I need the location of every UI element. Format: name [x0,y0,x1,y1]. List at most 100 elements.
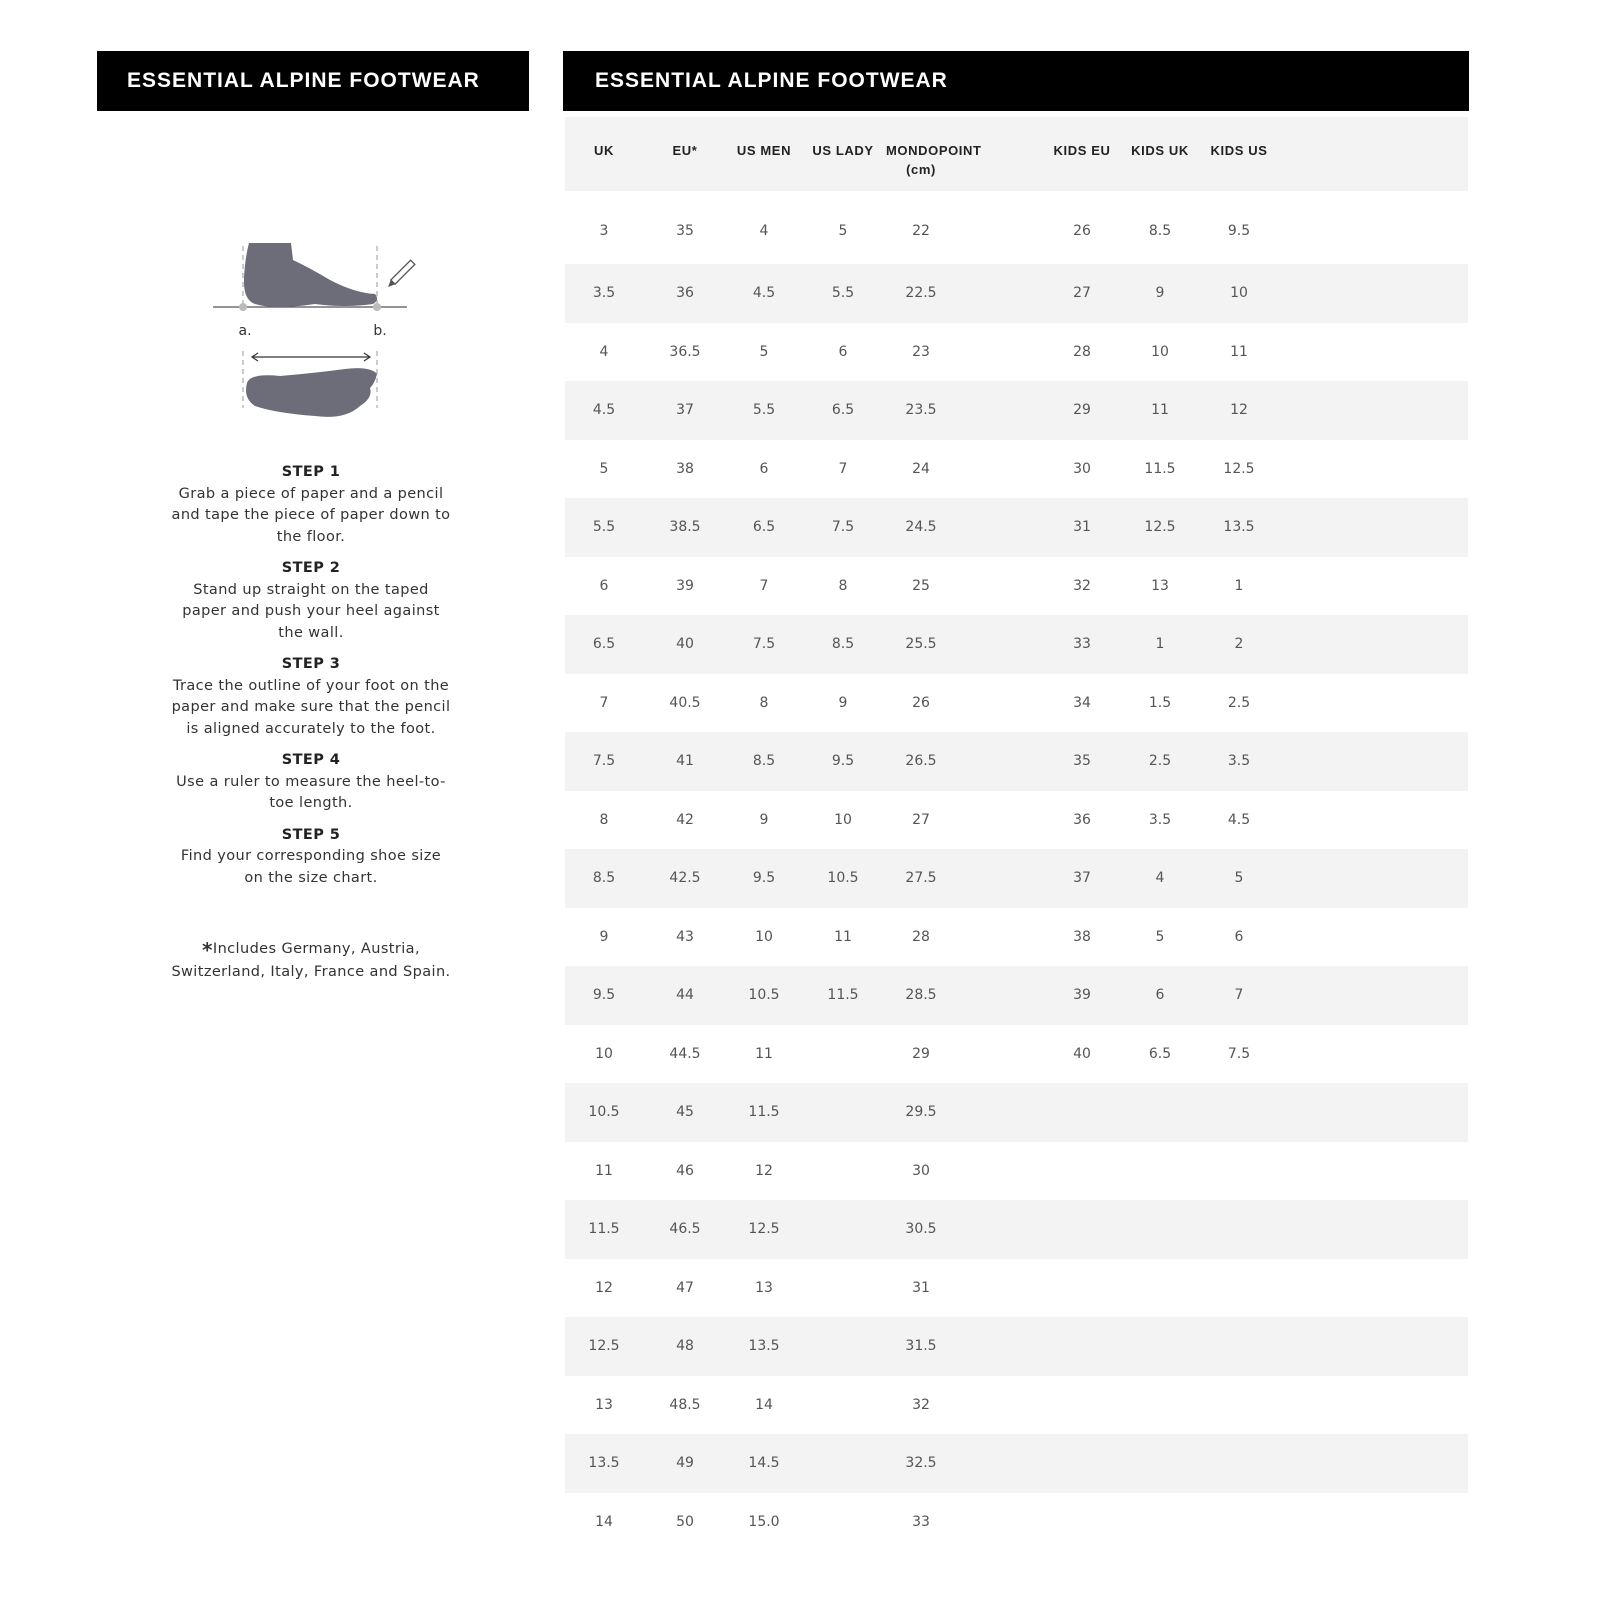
table-cell: 3.5 [1199,732,1279,791]
table-cell: 11 [755,1045,773,1062]
table-cell: 7.5 [1227,1045,1251,1062]
table-cell: 6 [1234,928,1244,945]
table-cell: 1.5 [1148,694,1172,711]
table-cell: 42 [676,811,694,828]
table-cell [1199,1083,1279,1142]
table-cell [957,1259,1043,1318]
table-cell: 25 [912,577,930,594]
table-cell: 5 [1199,849,1279,908]
table-cell: 47 [676,1279,694,1296]
table-cell: 4.5 [727,264,801,323]
table-cell: 2.5 [1227,694,1251,711]
table-row: 4 36.5 5 6 23 28 10 11 [565,323,1468,382]
column-header: KIDS UK [1121,117,1199,191]
table-cell: 26.5 [885,732,957,791]
step-text: Trace the outline of your foot on the pa… [171,677,451,737]
table-row: 10.5 45 11.5 29.5 [565,1083,1468,1142]
table-cell: 14.5 [727,1434,801,1493]
table-row: 12 47 13 31 [565,1259,1468,1318]
column-header: UK [565,117,643,191]
table-cell [957,615,1043,674]
table-row: 7.5 41 8.5 9.5 26.5 35 2.5 3.5 [565,732,1468,791]
table-cell [1279,264,1468,323]
table-cell: 9 [759,811,769,828]
table-cell [1279,966,1468,1025]
table-cell: 10 [755,928,773,945]
table-row: 5.5 38.5 6.5 7.5 24.5 31 12.5 13.5 [565,498,1468,557]
table-cell: 5 [599,460,609,477]
table-cell: 12.5 [727,1200,801,1259]
table-cell: 11 [595,1162,613,1179]
table-cell: 36 [643,264,727,323]
table-cell [957,381,1043,440]
step-text: Find your corresponding shoe size on the… [180,848,442,886]
table-cell: 11 [834,928,852,945]
table-cell: 1 [1234,577,1244,594]
table-cell: 7.5 [801,498,885,557]
step-text: Stand up straight on the taped paper and… [182,581,440,641]
step-title: STEP 5 [281,826,341,843]
table-cell: 13 [595,1396,613,1413]
table-cell: 7.5 [565,732,643,791]
table-cell: 22.5 [885,264,957,323]
label-a: a. [238,323,251,339]
table-cell: 24.5 [885,498,957,557]
table-cell: 4 [759,222,769,239]
table-cell: 11 [1121,381,1199,440]
table-cell: 9.5 [565,966,643,1025]
table-cell [1121,1142,1199,1201]
table-row: 6.5 40 7.5 8.5 25.5 33 1 2 [565,615,1468,674]
table-cell: 8 [838,577,848,594]
table-cell: 13 [1151,577,1169,594]
table-cell: 11.5 [727,1083,801,1142]
table-cell: 28 [1073,343,1091,360]
table-cell: 6 [1121,966,1199,1025]
table-row: 4.5 37 5.5 6.5 23.5 29 11 12 [565,381,1468,440]
table-cell [1199,1259,1279,1318]
column-header: EU* [643,117,727,191]
table-cell [1279,323,1468,382]
column-header: US LADY [801,117,885,191]
step-title: STEP 2 [281,560,341,576]
table-cell: 4 [599,343,609,360]
table-cell: 11.5 [801,966,885,1025]
table-cell [801,1317,885,1376]
table-cell: 38 [676,460,694,477]
table-row: 3 35 4 5 22 26 8.5 9.5 [565,191,1468,264]
table-cell [957,1317,1043,1376]
table-cell: 26 [912,694,930,711]
table-cell [1121,1259,1199,1318]
table-cell: 50 [676,1513,694,1530]
table-cell: 30.5 [885,1200,957,1259]
table-cell: 44.5 [669,1045,701,1062]
table-cell: 36.5 [669,343,701,360]
label-b: b. [373,323,386,339]
table-cell: 38.5 [643,498,727,557]
table-row: 6 39 7 8 25 32 13 1 [565,557,1468,616]
table-row: 11 46 12 30 [565,1142,1468,1201]
table-cell: 10.5 [801,849,885,908]
table-cell: 12.5 [1223,460,1255,477]
table-row: 9.5 44 10.5 11.5 28.5 39 6 7 [565,966,1468,1025]
table-cell: 5.5 [801,264,885,323]
table-cell: 28 [912,928,930,945]
table-cell: 13.5 [565,1434,643,1493]
double-arrow-icon [250,352,372,362]
table-cell: 11.5 [565,1200,643,1259]
table-cell: 10 [1199,264,1279,323]
table-cell [1121,1434,1199,1493]
step-title: STEP 4 [281,752,341,768]
table-cell [1279,1083,1468,1142]
table-row: 7 40.5 8 9 26 34 1.5 2.5 [565,674,1468,733]
table-cell: 31 [1043,498,1121,557]
table-cell: 22 [912,222,930,239]
table-cell [1043,1317,1121,1376]
table-cell: 38 [1073,928,1091,945]
table-cell: 5 [838,222,848,239]
table-cell: 32 [912,1396,930,1413]
table-cell [957,1142,1043,1201]
table-cell [1279,908,1468,967]
table-cell: 33 [1043,615,1121,674]
table-cell: 10 [1151,343,1169,360]
footnote-mark: * [202,938,213,962]
